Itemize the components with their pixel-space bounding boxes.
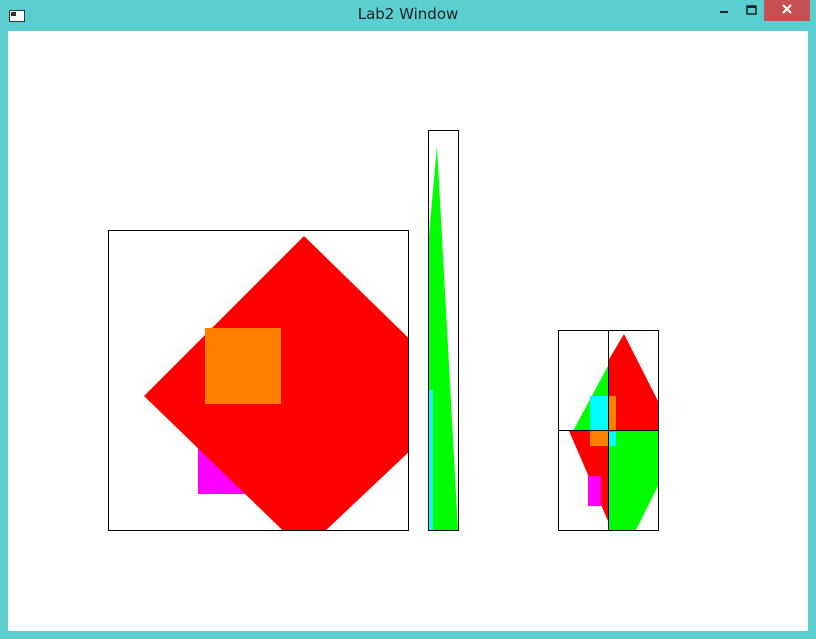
viewport-quad-border bbox=[558, 330, 659, 531]
window-title: Lab2 Window bbox=[357, 5, 459, 23]
quad-orange-lower bbox=[590, 431, 608, 446]
green-spike bbox=[428, 146, 458, 530]
quad-red-upper bbox=[608, 334, 658, 431]
orange-square bbox=[205, 328, 281, 404]
client-area bbox=[8, 31, 808, 631]
close-icon bbox=[781, 2, 793, 20]
minimize-icon bbox=[719, 2, 729, 20]
viewport-narrow bbox=[428, 146, 458, 530]
drawing-canvas bbox=[108, 130, 659, 531]
maximize-icon bbox=[745, 2, 757, 20]
close-button[interactable] bbox=[764, 0, 810, 21]
title-bar[interactable]: Lab2 Window bbox=[0, 0, 816, 31]
cyan-strip bbox=[428, 390, 433, 530]
red-diamond bbox=[144, 236, 408, 530]
window-menu-icon[interactable] bbox=[9, 9, 25, 22]
viewport-large bbox=[144, 236, 408, 530]
maximize-button[interactable] bbox=[739, 0, 763, 21]
minimize-button[interactable] bbox=[712, 0, 736, 21]
quad-orange-upper bbox=[608, 396, 616, 432]
viewport-large-border bbox=[108, 230, 409, 531]
quad-magenta bbox=[588, 476, 601, 506]
quad-green-lower bbox=[608, 431, 658, 530]
viewport-narrow-border bbox=[428, 130, 459, 531]
viewport-quad bbox=[569, 334, 658, 530]
